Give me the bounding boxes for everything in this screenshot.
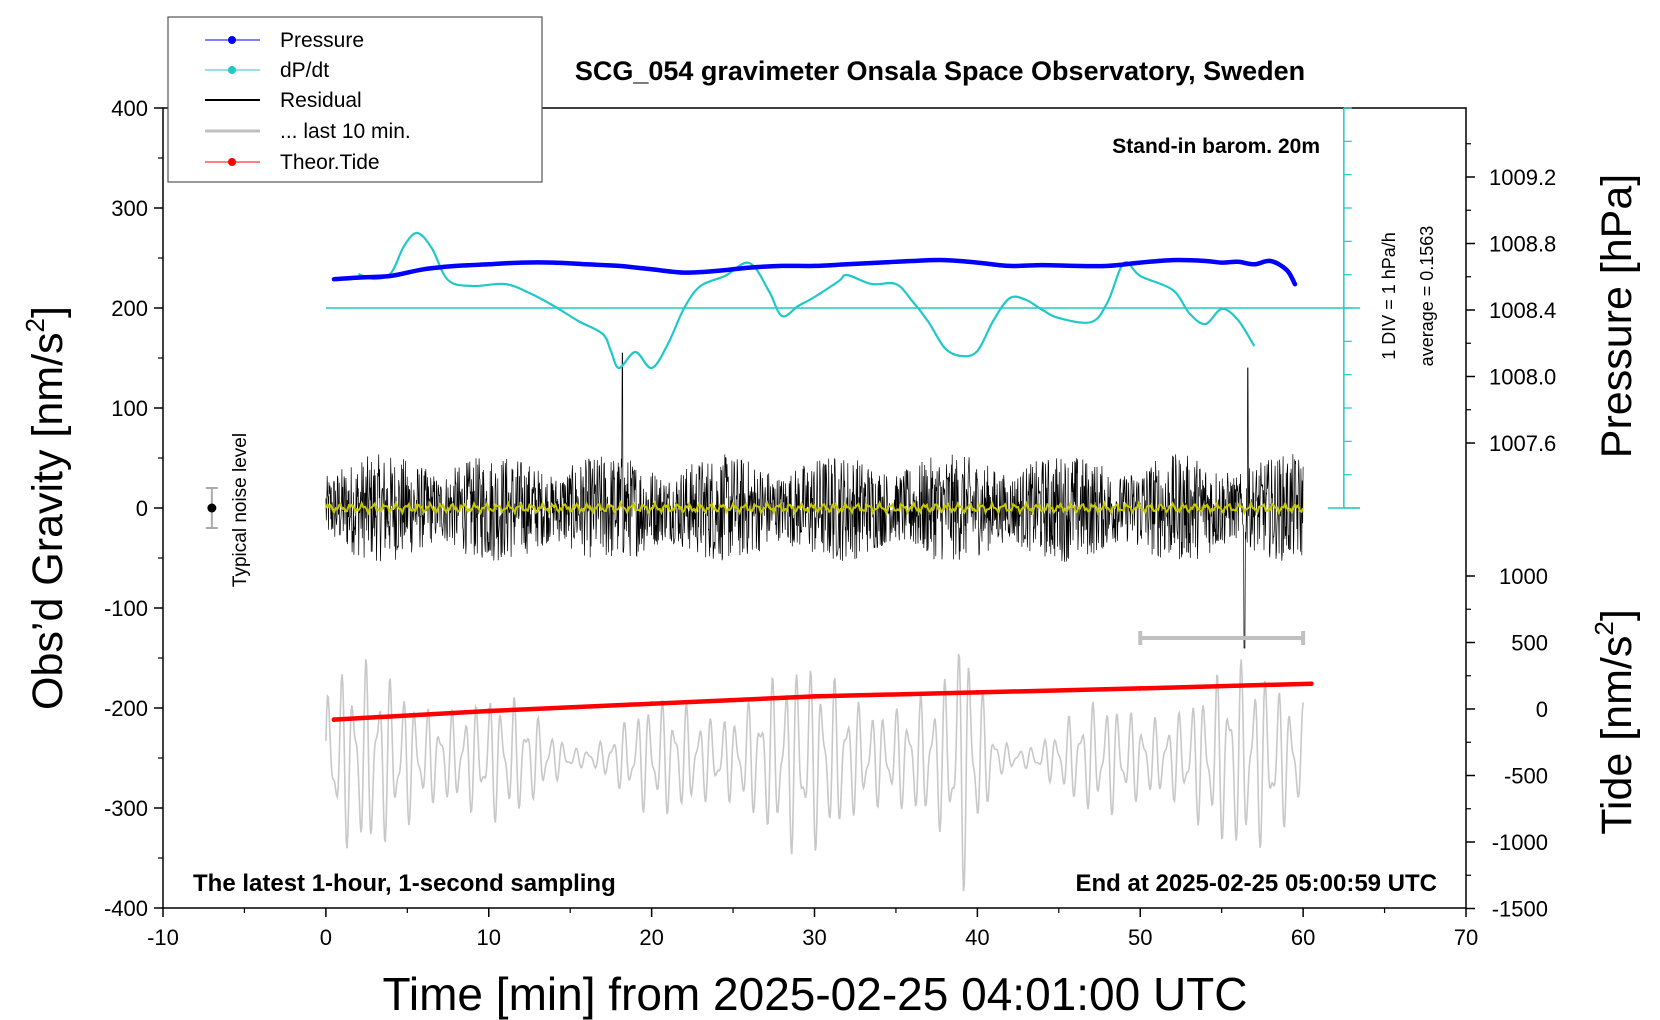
- legend-label-last10: ... last 10 min.: [280, 120, 411, 143]
- x-tick-label: -10: [147, 925, 179, 950]
- tide-axis-title: Tide [nm/s2]: [1589, 609, 1641, 835]
- axes: -10 0 10 20 30 40 50 60 70-400-300-200-100010020…: [104, 96, 1556, 950]
- pressure-tick-label: 1008.4: [1489, 298, 1556, 323]
- pressure-tick-label: 1008.8: [1489, 232, 1556, 257]
- chart-title: SCG_054 gravimeter Onsala Space Observat…: [575, 56, 1305, 86]
- last-10-min-marker: [1138, 631, 1306, 645]
- tide-tick-label: 1000: [1499, 564, 1548, 589]
- y-tick-label: 100: [111, 396, 148, 421]
- tide-tick-label: 0: [1536, 697, 1548, 722]
- x-tick-label: 70: [1454, 925, 1478, 950]
- y-axis-title-left-end: ]: [24, 306, 72, 318]
- y-axis-title-left-sup: 2: [20, 318, 50, 332]
- tide-point: [974, 689, 980, 695]
- legend-item-tide: Theor.Tide: [205, 151, 380, 174]
- bottom-right-note: End at 2025-02-25 05:00:59 UTC: [1076, 870, 1438, 897]
- tide-point: [649, 701, 655, 707]
- tide-tick-label: -1500: [1492, 897, 1548, 922]
- pressure-line: [331, 257, 1298, 287]
- y-axis-title-left: Obs’d Gravity [nm/s2]: [20, 306, 72, 710]
- x-tick-label: 40: [965, 925, 989, 950]
- legend-dot-pressure: [228, 36, 236, 44]
- legend-label-pressure: Pressure: [280, 29, 364, 52]
- tide-point: [331, 717, 337, 723]
- gray-oscillation-line: [325, 653, 1304, 892]
- x-tick-label: 10: [477, 925, 501, 950]
- dpdt-scale-bar: [1327, 107, 1360, 509]
- filtered-residual-line: [324, 499, 1305, 516]
- tide-tick-label: 500: [1511, 631, 1548, 656]
- y-axis-title-left-main: Obs’d Gravity [nm/s: [24, 332, 72, 710]
- y-tick-label: -100: [104, 596, 148, 621]
- tide-point: [812, 693, 817, 699]
- legend-item-pressure: Pressure: [205, 29, 364, 52]
- x-tick-label: 50: [1128, 925, 1152, 950]
- legend-dot-dpdt: [228, 66, 236, 74]
- legend-item-residual: Residual: [205, 89, 362, 112]
- tide-axis-title-sup: 2: [1589, 621, 1619, 635]
- legend-label-dpdt: dP/dt: [280, 59, 329, 82]
- y-tick-label: -300: [104, 796, 148, 821]
- pressure-series: [331, 257, 1298, 287]
- tide-point: [1308, 681, 1314, 687]
- noise-level-marker: [205, 487, 218, 529]
- y-tick-label: 400: [111, 96, 148, 121]
- stand-in-label: Stand-in barom. 20m: [1112, 135, 1320, 158]
- x-tick-label: 30: [802, 925, 826, 950]
- legend-dot-tide: [228, 158, 236, 166]
- filtered-residual-series: [324, 499, 1305, 516]
- x-tick-label: 20: [639, 925, 663, 950]
- noise-label: Typical noise level: [230, 433, 251, 587]
- y-tick-label: -200: [104, 696, 148, 721]
- y-tick-label: -400: [104, 896, 148, 921]
- x-tick-label: 60: [1291, 925, 1315, 950]
- pressure-tick-label: 1009.2: [1489, 165, 1556, 190]
- tide-point: [486, 708, 492, 714]
- tide-axis-title-main: Tide [nm/s: [1593, 636, 1641, 835]
- dpdt-line: [358, 231, 1256, 370]
- legend-label-tide: Theor.Tide: [280, 151, 380, 174]
- x-tick-label: 0: [320, 925, 332, 950]
- legend-item-dpdt: dP/dt: [205, 59, 329, 82]
- legend-item-last10: ... last 10 min.: [205, 120, 411, 143]
- noise-dot: [207, 503, 217, 513]
- residual-series: [325, 352, 1304, 649]
- pressure-tick-label: 1007.6: [1489, 431, 1556, 456]
- legend: Pressure dP/dt Residual ... last 10 min.…: [167, 16, 543, 183]
- tide-tick-label: -500: [1504, 764, 1548, 789]
- residual-line: [325, 352, 1304, 649]
- y-tick-label: 0: [136, 496, 148, 521]
- pressure-tick-label: 1008.0: [1489, 365, 1556, 390]
- legend-label-residual: Residual: [280, 89, 362, 112]
- tide-tick-label: -1000: [1492, 830, 1548, 855]
- dpdt-series: [325, 231, 1361, 370]
- div-label: 1 DIV = 1 hPa/h: [1379, 232, 1399, 360]
- x-axis-title: Time [min] from 2025-02-25 04:01:00 UTC: [383, 968, 1248, 1020]
- bottom-left-note: The latest 1-hour, 1-second sampling: [193, 870, 616, 897]
- pressure-axis-title: Pressure [hPa]: [1593, 174, 1641, 458]
- tide-point: [1137, 685, 1143, 691]
- average-label: average = 0.1563: [1417, 226, 1437, 367]
- theoretical-tide-series: [331, 681, 1314, 723]
- y-tick-label: 300: [111, 196, 148, 221]
- tide-axis-title-end: ]: [1593, 609, 1641, 621]
- gray-oscillation-series: [325, 653, 1304, 892]
- y-tick-label: 200: [111, 296, 148, 321]
